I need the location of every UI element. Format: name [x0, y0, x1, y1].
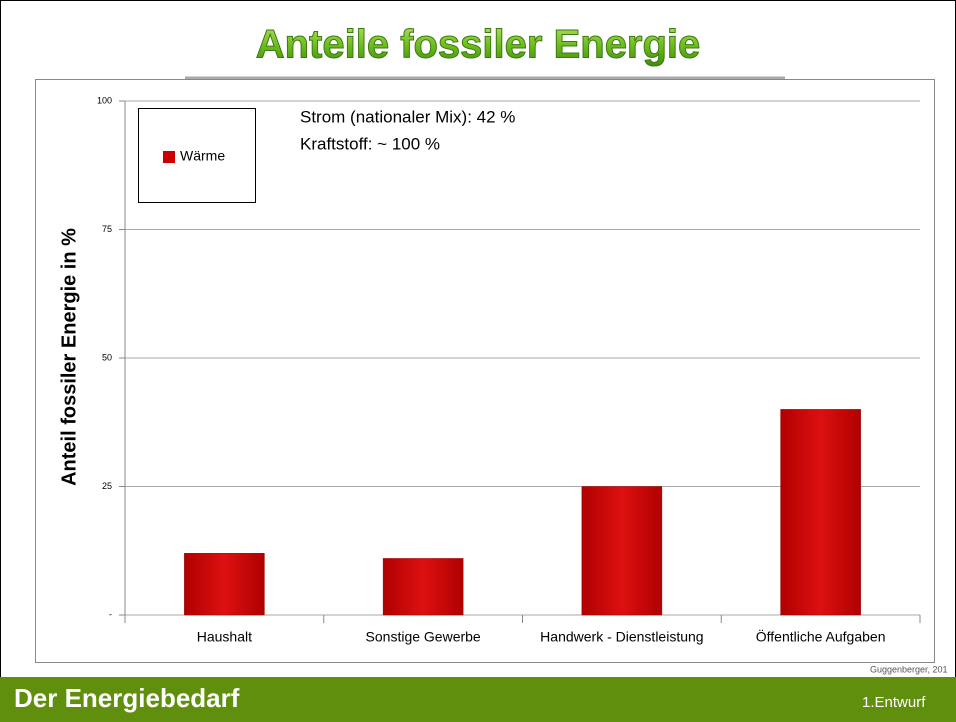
annotation: Kraftstoff: ~ 100 %	[300, 134, 440, 153]
x-tick-label: Öffentliche Aufgaben	[756, 628, 886, 645]
y-tick-label: 50	[102, 352, 112, 362]
y-tick-label: 75	[102, 224, 112, 234]
bar	[382, 558, 464, 616]
source: Guggenberger, 201	[870, 664, 948, 674]
footer-bar	[0, 677, 956, 722]
legend-swatch	[163, 151, 175, 163]
y-axis-label: Anteil fossiler Energie in %	[58, 228, 80, 486]
bar	[581, 486, 663, 616]
y-tick-label: 25	[102, 481, 112, 491]
annotation: Strom (nationaler Mix): 42 %	[300, 107, 515, 126]
y-tick-label: 100	[97, 95, 112, 105]
bar	[780, 409, 861, 616]
x-tick-label: Handwerk - Dienstleistung	[540, 629, 703, 645]
x-tick-label: Sonstige Gewerbe	[366, 629, 481, 645]
legend-label: Wärme	[180, 148, 225, 164]
slide-title: Anteile fossiler Energie	[256, 23, 701, 67]
bar	[184, 553, 265, 616]
x-tick-label: Haushalt	[197, 629, 252, 645]
y-tick-label: -	[109, 609, 112, 619]
legend-box	[138, 108, 256, 203]
footer-label: 1.Entwurf	[862, 694, 926, 711]
footer-title: Der Energiebedarf	[14, 683, 240, 713]
